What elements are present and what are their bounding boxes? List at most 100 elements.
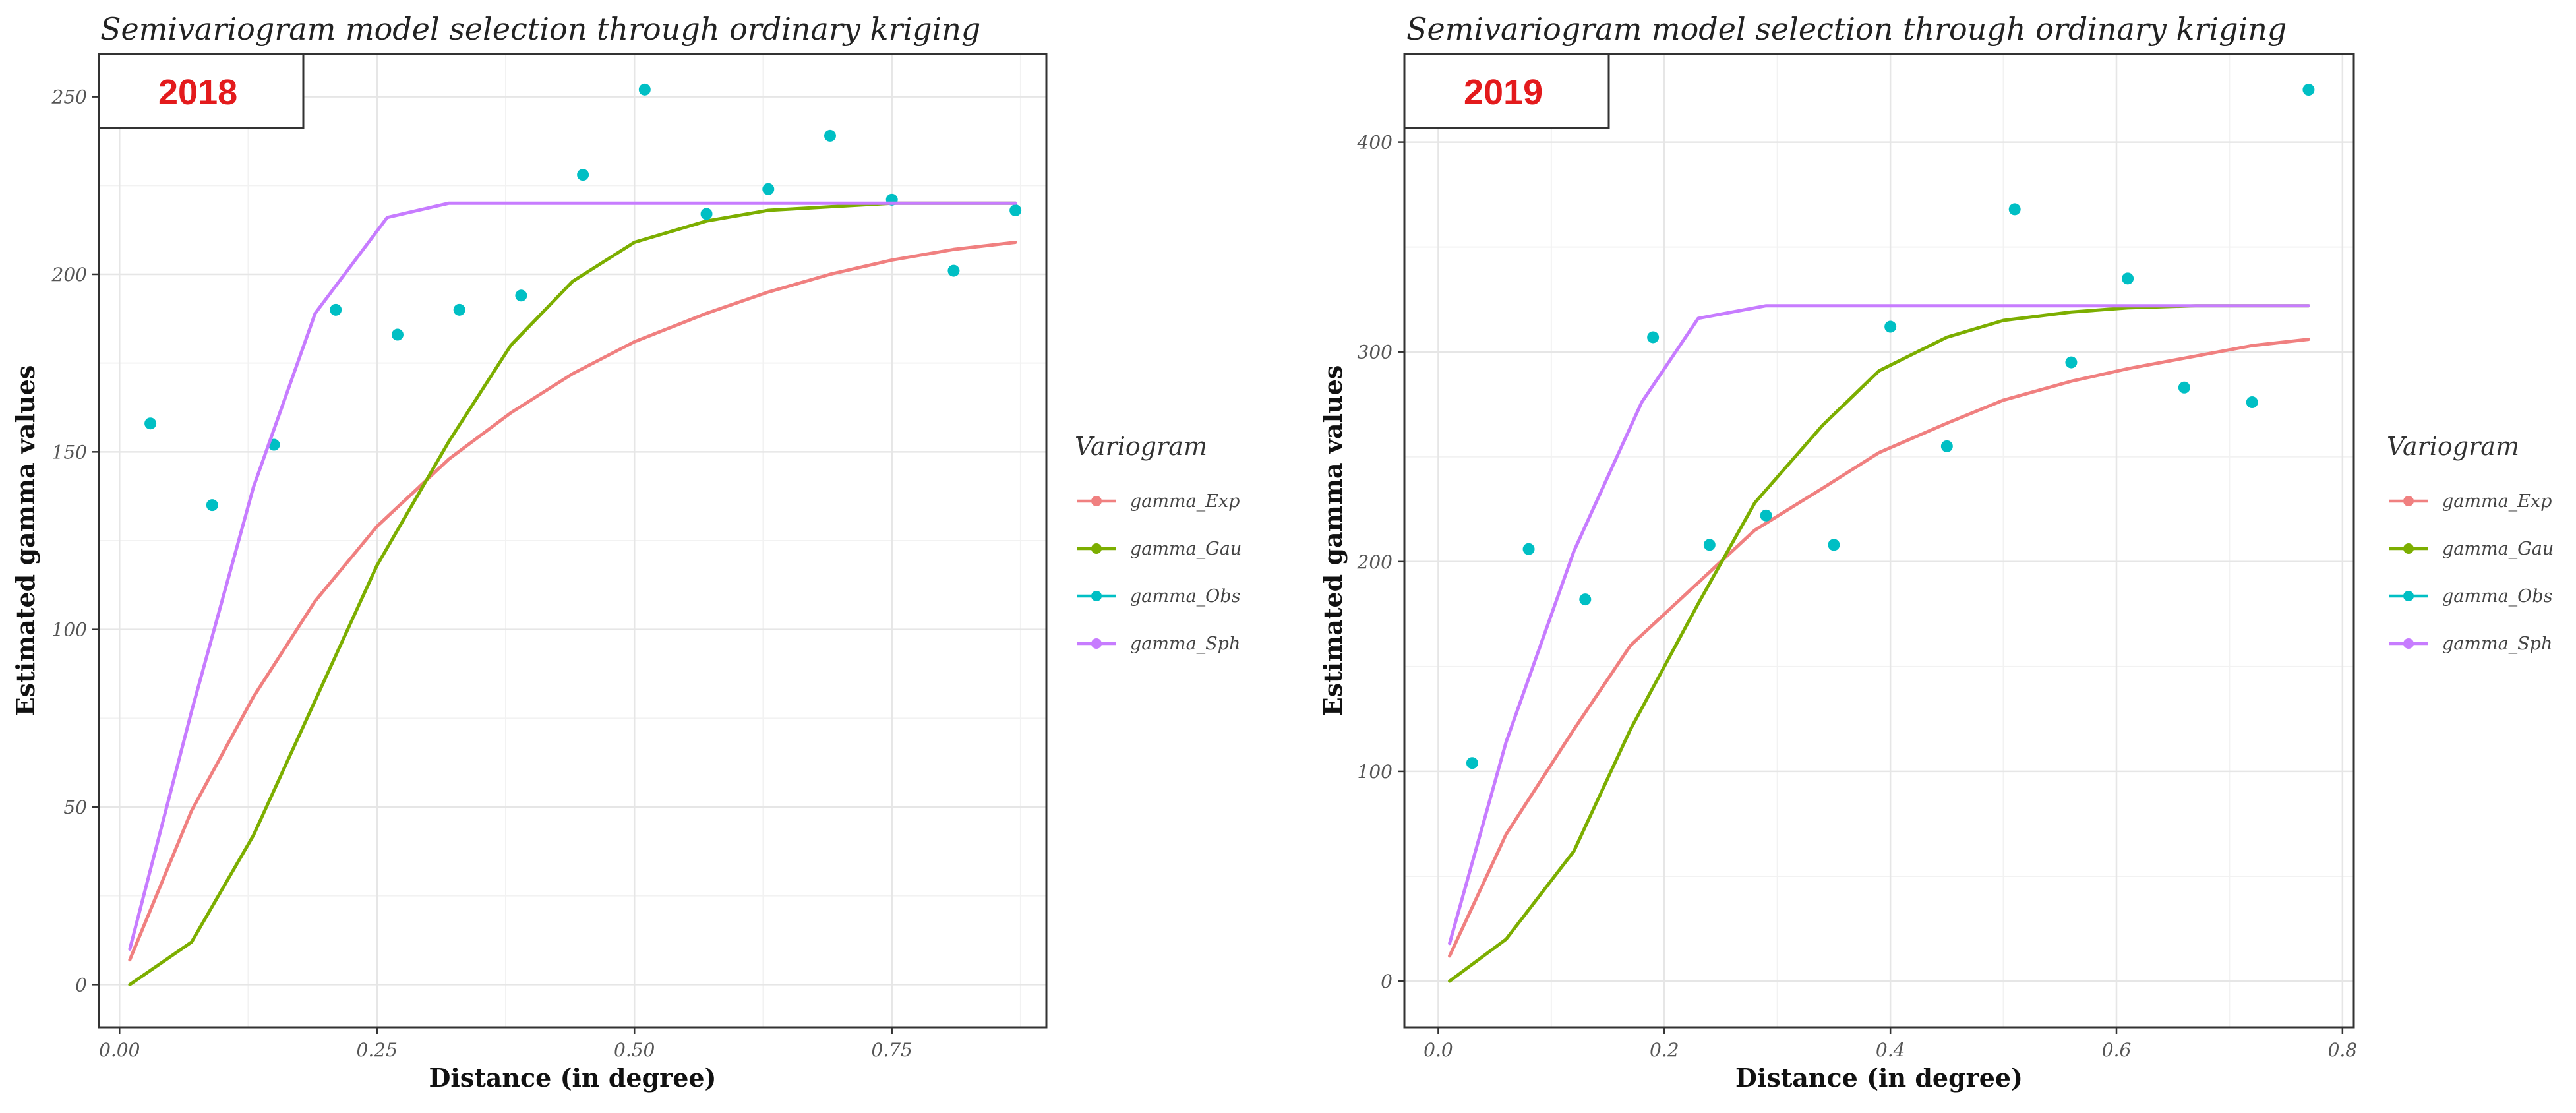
data-point-gamma_Obs: [1009, 204, 1022, 217]
legend-title: Variogram: [2387, 432, 2519, 461]
y-tick-label: 150: [52, 441, 87, 463]
chart-title: Semivariogram model selection through or…: [1406, 11, 2287, 47]
data-point-gamma_Obs: [206, 499, 218, 512]
legend-item-gamma_Obs: gamma_Obs: [2389, 586, 2552, 607]
data-point-gamma_Obs: [1579, 593, 1592, 606]
data-point-gamma_Obs: [638, 83, 651, 96]
data-point-gamma_Obs: [1466, 757, 1478, 769]
legend-item-gamma_Gau: gamma_Gau: [2389, 539, 2554, 559]
legend-label: gamma_Gau: [1130, 539, 1242, 559]
y-tick-label: 0: [75, 974, 87, 996]
series-gamma_Sph: [1448, 304, 2310, 946]
data-point-gamma_Obs: [2122, 272, 2134, 285]
data-point-gamma_Obs: [1703, 539, 1716, 551]
series-line-gamma_Sph: [1448, 304, 2310, 946]
legend-item-gamma_Sph: gamma_Sph: [1077, 634, 1240, 654]
data-point-gamma_Obs: [1828, 539, 1840, 551]
legend-key-point: [1091, 591, 1102, 601]
legend-key-point: [2403, 638, 2414, 649]
data-point-gamma_Obs: [2246, 396, 2258, 409]
plot-border: [1403, 53, 2355, 1029]
x-tick-label: 0.2: [1650, 1039, 1679, 1061]
data-point-gamma_Obs: [2178, 381, 2190, 394]
legend-item-gamma_Exp: gamma_Exp: [1077, 491, 1240, 512]
data-point-gamma_Obs: [2008, 203, 2021, 216]
series-gamma_Exp: [1448, 338, 2310, 958]
y-tick-label: 200: [1357, 551, 1393, 573]
chart-panel-2019: Semivariogram model selection through or…: [1318, 11, 2554, 1093]
legend-item-gamma_Gau: gamma_Gau: [1077, 539, 1242, 559]
data-point-gamma_Obs: [515, 289, 527, 302]
legend-item-gamma_Exp: gamma_Exp: [2389, 491, 2552, 512]
legend-label: gamma_Sph: [2442, 634, 2552, 654]
series-gamma_Obs: [1466, 84, 2315, 769]
legend-label: gamma_Gau: [2442, 539, 2554, 559]
year-label-box: [98, 53, 305, 129]
y-tick-label: 100: [52, 619, 87, 641]
y-tick-label: 250: [51, 86, 87, 108]
legend-key-point: [1091, 496, 1102, 506]
x-tick-label: 0.6: [2102, 1039, 2132, 1061]
y-tick-label: 400: [1357, 132, 1393, 154]
data-point-gamma_Obs: [577, 169, 589, 181]
x-tick-label: 0.50: [614, 1039, 655, 1061]
series-line-gamma_Exp: [1448, 338, 2310, 958]
data-point-gamma_Obs: [2302, 84, 2315, 96]
series-line-gamma_Sph: [128, 201, 1017, 951]
legend-label: gamma_Obs: [2442, 586, 2552, 607]
data-point-gamma_Obs: [947, 264, 960, 277]
data-point-gamma_Obs: [1647, 331, 1660, 344]
year-label-box: [1403, 53, 1610, 129]
data-point-gamma_Obs: [824, 129, 836, 142]
legend-key-point: [2403, 543, 2414, 554]
data-point-gamma_Obs: [1522, 543, 1535, 555]
plot-panel: [1404, 54, 2354, 1027]
x-axis-title: Distance (in degree): [429, 1063, 716, 1093]
legend-key-point: [2403, 496, 2414, 506]
data-point-gamma_Obs: [700, 208, 713, 220]
y-axis-title: Estimated gamma values: [11, 365, 40, 717]
chart-panel-2018: Semivariogram model selection through or…: [11, 11, 1242, 1093]
data-point-gamma_Obs: [2065, 356, 2078, 369]
legend-label: gamma_Obs: [1130, 586, 1240, 607]
x-tick-label: 0.8: [2328, 1039, 2358, 1061]
data-point-gamma_Obs: [1884, 320, 1897, 333]
data-point-gamma_Obs: [453, 303, 465, 316]
legend-item-gamma_Sph: gamma_Sph: [2389, 634, 2552, 654]
legend-label: gamma_Sph: [1130, 634, 1240, 654]
legend-item-gamma_Obs: gamma_Obs: [1077, 586, 1240, 607]
legend: Variogram gamma_Exp gamma_Gau gamma_Obsgamm…: [1075, 432, 1242, 654]
year-label: 2018: [158, 73, 237, 112]
legend-key-point: [2403, 591, 2414, 601]
series-gamma_Exp: [128, 241, 1017, 962]
x-axis-title: Distance (in degree): [1735, 1063, 2023, 1093]
y-tick-label: 0: [1381, 971, 1393, 992]
legend-key-point: [1091, 638, 1102, 649]
plot-border: [98, 53, 1048, 1029]
series-line-gamma_Exp: [128, 241, 1017, 962]
data-point-gamma_Obs: [330, 303, 342, 316]
data-point-gamma_Obs: [391, 328, 404, 341]
year-label: 2019: [1464, 73, 1543, 112]
data-point-gamma_Obs: [1940, 440, 1953, 452]
data-point-gamma_Obs: [144, 417, 157, 430]
x-tick-label: 0.75: [872, 1039, 913, 1061]
x-tick-label: 0.4: [1876, 1039, 1905, 1061]
y-axis-title: Estimated gamma values: [1318, 365, 1348, 717]
y-tick-label: 100: [1358, 761, 1393, 783]
data-point-gamma_Obs: [1760, 509, 1772, 522]
y-tick-label: 200: [51, 264, 87, 286]
legend: Variogram gamma_Exp gamma_Gau gamma_Obsgamm…: [2387, 432, 2554, 654]
legend-title: Variogram: [1075, 432, 1207, 461]
x-tick-label: 0.25: [357, 1039, 398, 1061]
legend-key-point: [1091, 543, 1102, 554]
y-tick-label: 50: [63, 797, 87, 818]
x-tick-label: 0.0: [1423, 1039, 1453, 1061]
legend-label: gamma_Exp: [1130, 491, 1240, 512]
legend-label: gamma_Exp: [2442, 491, 2552, 512]
x-tick-label: 0.00: [99, 1039, 140, 1061]
data-point-gamma_Obs: [762, 183, 775, 195]
series-gamma_Sph: [128, 201, 1017, 951]
y-tick-label: 300: [1358, 342, 1393, 363]
